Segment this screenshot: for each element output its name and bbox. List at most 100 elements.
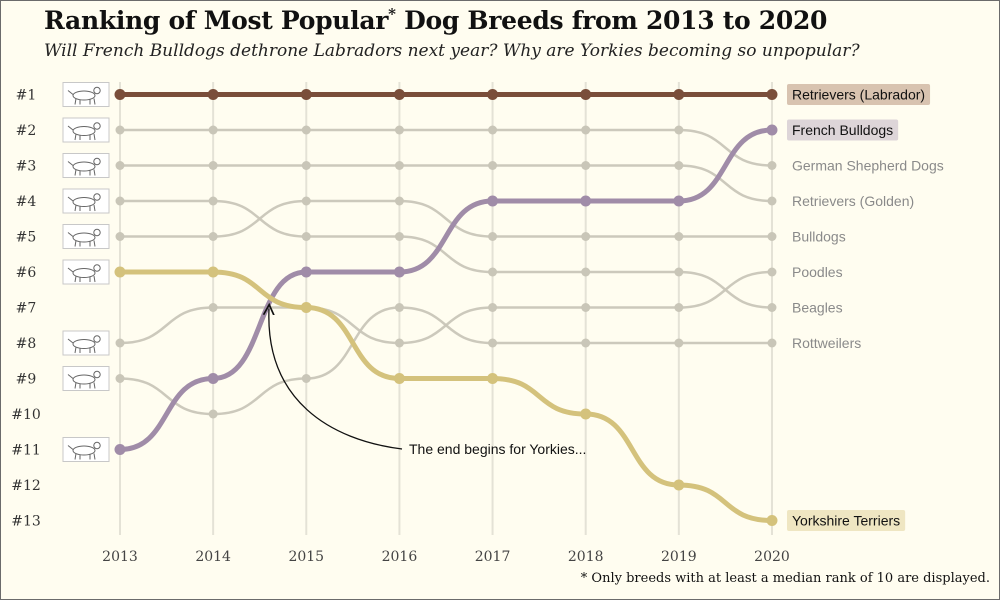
- label-retrievers-labrador: Retrievers (Labrador): [787, 84, 931, 105]
- breed-icons: [62, 82, 110, 462]
- rank-label: #5: [16, 230, 37, 246]
- series-poodles: [115, 267, 777, 348]
- series-retrievers-golden: [115, 161, 777, 206]
- label-yorkshire-terriers: Yorkshire Terriers: [787, 510, 906, 531]
- series-line-french-bulldogs: [117, 127, 775, 452]
- annotation-arrow: [269, 309, 403, 450]
- data-point-german-shepherd-dogs-2013: [115, 125, 125, 135]
- data-point-retrievers-golden-2016: [394, 161, 404, 170]
- data-point-retrievers-labrador-2016: [393, 89, 405, 100]
- data-point-poodles-2014: [208, 303, 218, 312]
- breed-label-text: Retrievers (Labrador): [792, 87, 925, 103]
- series-line-german-shepherd-dogs: [118, 128, 774, 167]
- data-point-yorkshire-terriers-2018: [580, 408, 592, 420]
- data-point-german-shepherd-dogs-2020: [767, 161, 777, 170]
- data-point-yorkshire-terriers-2013: [114, 266, 126, 278]
- rank-label: #4: [16, 194, 37, 210]
- data-point-beagles-2013: [115, 196, 125, 206]
- data-point-beagles-2020: [767, 303, 777, 312]
- golden-retriever-icon: [62, 153, 110, 178]
- title-main: Ranking of Most Popular: [44, 6, 389, 35]
- series-bulldogs: [115, 196, 777, 241]
- rank-label: #9: [16, 372, 37, 388]
- series-line-yorkshire-terriers: [117, 269, 775, 523]
- background-series: [115, 125, 777, 419]
- data-point-bulldogs-2015: [301, 196, 311, 206]
- data-point-rottweilers-2014: [208, 409, 218, 419]
- data-point-yorkshire-terriers-2019: [673, 479, 685, 491]
- footnote: * Only breeds with at least a median ran…: [580, 571, 990, 586]
- year-label-2017: 2017: [475, 549, 511, 565]
- rank-axis: #1 #2 #3 #4 #5 #6 #7 #8 #9 #10 #11 #12 #13: [11, 88, 41, 530]
- highlighted-series: [114, 89, 778, 526]
- rank-label: #10: [11, 407, 41, 423]
- rottweiler-icon: [62, 366, 110, 391]
- beagle-icon: [62, 188, 110, 214]
- series-line-beagles: [118, 199, 774, 309]
- german-shepherd-icon: [62, 117, 110, 143]
- data-point-french-bulldogs-2013: [114, 444, 126, 455]
- data-point-french-bulldogs-2014: [207, 373, 219, 384]
- year-label-2018: 2018: [568, 549, 604, 565]
- labrador-icon: [62, 82, 110, 107]
- data-point-french-bulldogs-2017: [487, 195, 499, 207]
- data-point-german-shepherd-dogs-2019: [674, 125, 684, 135]
- title-rest: Dog Breeds from 2013 to 2020: [395, 6, 828, 35]
- data-point-retrievers-golden-2013: [115, 161, 125, 170]
- data-point-german-shepherd-dogs-2015: [301, 125, 311, 135]
- data-point-retrievers-golden-2017: [488, 161, 498, 170]
- data-point-retrievers-labrador-2015: [300, 89, 312, 100]
- data-point-beagles-2015: [301, 232, 311, 241]
- data-point-poodles-2013: [115, 338, 125, 348]
- series-german-shepherd-dogs: [115, 125, 777, 170]
- data-point-bulldogs-2014: [208, 232, 218, 241]
- data-point-poodles-2016: [394, 338, 404, 348]
- data-point-rottweilers-2020: [767, 338, 777, 348]
- series-line-retrievers-golden: [118, 164, 774, 203]
- chart-subtitle: Will French Bulldogs dethrone Labradors …: [44, 41, 860, 61]
- year-label-2014: 2014: [195, 549, 231, 565]
- rank-label: #7: [16, 301, 37, 317]
- data-point-rottweilers-2015: [301, 374, 311, 383]
- rank-label: #13: [11, 514, 41, 530]
- series-french-bulldogs: [114, 124, 778, 455]
- data-point-rottweilers-2017: [488, 338, 498, 348]
- series-line-rottweilers: [118, 306, 774, 416]
- breed-label-text: Poodles: [792, 264, 843, 280]
- series-retrievers-labrador: [114, 89, 778, 100]
- data-point-beagles-2016: [394, 232, 404, 241]
- breed-label-text: Retrievers (Golden): [792, 193, 914, 209]
- year-axis: 2013 2014 2015 2016 2017 2018 2019 2020: [102, 549, 790, 565]
- data-point-yorkshire-terriers-2015: [300, 302, 312, 313]
- data-point-french-bulldogs-2016: [393, 266, 405, 278]
- label-german-shepherd-dogs: German Shepherd Dogs: [792, 158, 944, 174]
- label-rottweilers: Rottweilers: [792, 335, 861, 351]
- data-point-french-bulldogs-2018: [580, 195, 592, 207]
- data-point-bulldogs-2017: [488, 232, 498, 241]
- data-point-german-shepherd-dogs-2016: [394, 125, 404, 135]
- breed-label-text: Yorkshire Terriers: [792, 513, 900, 529]
- french-bulldog-icon: [62, 437, 110, 462]
- data-point-retrievers-labrador-2020: [766, 89, 778, 100]
- data-point-poodles-2018: [581, 303, 591, 312]
- title-star: *: [388, 5, 396, 23]
- data-point-bulldogs-2018: [581, 232, 591, 241]
- breed-label-text: German Shepherd Dogs: [792, 158, 944, 174]
- rank-label: #2: [16, 123, 37, 139]
- year-label-2020: 2020: [754, 549, 790, 565]
- poodle-icon: [62, 330, 110, 356]
- label-poodles: Poodles: [792, 264, 843, 280]
- label-bulldogs: Bulldogs: [792, 229, 846, 245]
- data-point-german-shepherd-dogs-2018: [581, 125, 591, 135]
- rank-label: #11: [11, 443, 41, 459]
- data-point-beagles-2019: [674, 267, 684, 277]
- data-point-rottweilers-2019: [674, 338, 684, 348]
- breed-label-text: Beagles: [792, 300, 843, 316]
- data-point-bulldogs-2020: [767, 232, 777, 241]
- data-point-rottweilers-2013: [115, 374, 125, 383]
- data-point-bulldogs-2016: [394, 196, 404, 206]
- annotation: The end begins for Yorkies...: [269, 309, 586, 457]
- data-point-retrievers-labrador-2018: [580, 89, 592, 100]
- yorkshire-terrier-icon: [62, 259, 110, 285]
